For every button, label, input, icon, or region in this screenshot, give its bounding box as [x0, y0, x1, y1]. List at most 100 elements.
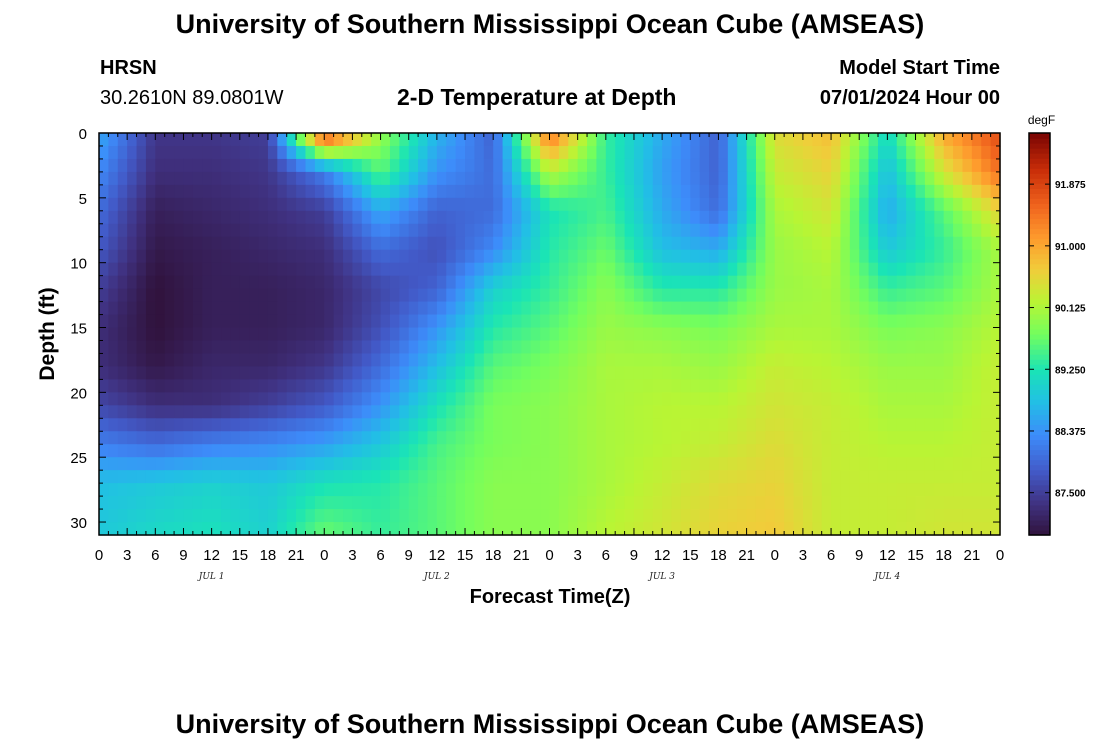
heatmap-cell	[558, 197, 569, 212]
heatmap-cell	[174, 379, 185, 393]
heatmap-cell	[953, 197, 964, 212]
heatmap-cell	[483, 223, 494, 238]
heatmap-cell	[192, 418, 203, 432]
heatmap-cell	[577, 288, 588, 303]
heatmap-cell	[465, 405, 476, 419]
heatmap-cell	[436, 133, 447, 147]
heatmap-cell	[709, 158, 720, 173]
heatmap-cell	[521, 133, 532, 147]
heatmap-cell	[277, 405, 288, 419]
heatmap-cell	[436, 418, 447, 432]
heatmap-cell	[436, 392, 447, 406]
heatmap-cell	[267, 353, 278, 368]
heatmap-cell	[352, 379, 363, 393]
heatmap-cell	[436, 444, 447, 458]
heatmap-cell	[389, 288, 400, 303]
heatmap-cell	[727, 197, 738, 212]
heatmap-cell	[924, 210, 935, 225]
heatmap-cell	[887, 314, 898, 329]
heatmap-cell	[718, 210, 729, 225]
heatmap-cell	[812, 418, 823, 432]
heatmap-cell	[755, 496, 766, 510]
heatmap-cell	[680, 418, 691, 432]
colorbar-segment	[1029, 499, 1050, 506]
heatmap-cell	[962, 379, 973, 393]
heatmap-cell	[587, 366, 598, 380]
heatmap-cell	[587, 171, 598, 186]
heatmap-cell	[408, 431, 419, 445]
heatmap-cell	[155, 262, 166, 277]
heatmap-cell	[793, 223, 804, 238]
heatmap-cell	[774, 405, 785, 419]
heatmap-cell	[793, 314, 804, 329]
heatmap-cell	[474, 431, 485, 445]
heatmap-cell	[530, 405, 541, 419]
heatmap-cell	[605, 301, 616, 316]
heatmap-cell	[709, 145, 720, 160]
heatmap-cell	[690, 392, 701, 406]
heatmap-cell	[887, 327, 898, 342]
heatmap-cell	[540, 145, 551, 160]
heatmap-cell	[840, 496, 851, 510]
heatmap-cell	[277, 210, 288, 225]
heatmap-cell	[831, 314, 842, 329]
heatmap-cell	[296, 431, 307, 445]
heatmap-cell	[530, 522, 541, 536]
heatmap-cell	[784, 288, 795, 303]
heatmap-cell	[793, 158, 804, 173]
heatmap-cell	[249, 522, 260, 536]
heatmap-cell	[859, 133, 870, 147]
colorbar-segment	[1029, 389, 1050, 395]
heatmap-cell	[474, 249, 485, 264]
heatmap-cell	[408, 301, 419, 316]
heatmap-cell	[662, 249, 673, 264]
heatmap-cell	[530, 236, 541, 251]
heatmap-cell	[258, 133, 269, 147]
heatmap-cell	[446, 366, 457, 380]
heatmap-cell	[624, 249, 635, 264]
heatmap-cell	[962, 392, 973, 406]
heatmap-cell	[943, 444, 954, 458]
heatmap-cell	[924, 483, 935, 497]
heatmap-cell	[258, 444, 269, 458]
heatmap-cell	[408, 340, 419, 355]
heatmap-cell	[296, 184, 307, 199]
heatmap-cell	[549, 457, 560, 471]
heatmap-cell	[155, 327, 166, 342]
heatmap-cell	[286, 522, 297, 536]
heatmap-cell	[230, 327, 241, 342]
heatmap-cell	[521, 509, 532, 523]
heatmap-cell	[427, 496, 438, 510]
heatmap-cell	[502, 353, 513, 368]
heatmap-cell	[812, 184, 823, 199]
heatmap-cell	[502, 145, 513, 160]
heatmap-cell	[953, 249, 964, 264]
heatmap-cell	[784, 340, 795, 355]
heatmap-cell	[558, 314, 569, 329]
heatmap-cell	[389, 275, 400, 290]
heatmap-cell	[446, 236, 457, 251]
heatmap-cell	[662, 392, 673, 406]
heatmap-cell	[652, 236, 663, 251]
heatmap-cell	[981, 133, 992, 147]
heatmap-cell	[540, 418, 551, 432]
heatmap-cell	[286, 288, 297, 303]
heatmap-cell	[399, 158, 410, 173]
heatmap-cell	[183, 483, 194, 497]
heatmap-cell	[943, 158, 954, 173]
heatmap-cell	[924, 418, 935, 432]
heatmap-cell	[746, 444, 757, 458]
heatmap-cell	[521, 275, 532, 290]
heatmap-cell	[127, 366, 138, 380]
heatmap-cell	[953, 405, 964, 419]
heatmap-cell	[183, 210, 194, 225]
heatmap-cell	[953, 483, 964, 497]
heatmap-cell	[765, 496, 776, 510]
heatmap-cell	[615, 496, 626, 510]
heatmap-cell	[155, 431, 166, 445]
heatmap-cell	[305, 314, 316, 329]
heatmap-cell	[868, 262, 879, 277]
heatmap-cell	[136, 145, 147, 160]
heatmap-cell	[202, 470, 213, 484]
heatmap-cell	[549, 470, 560, 484]
